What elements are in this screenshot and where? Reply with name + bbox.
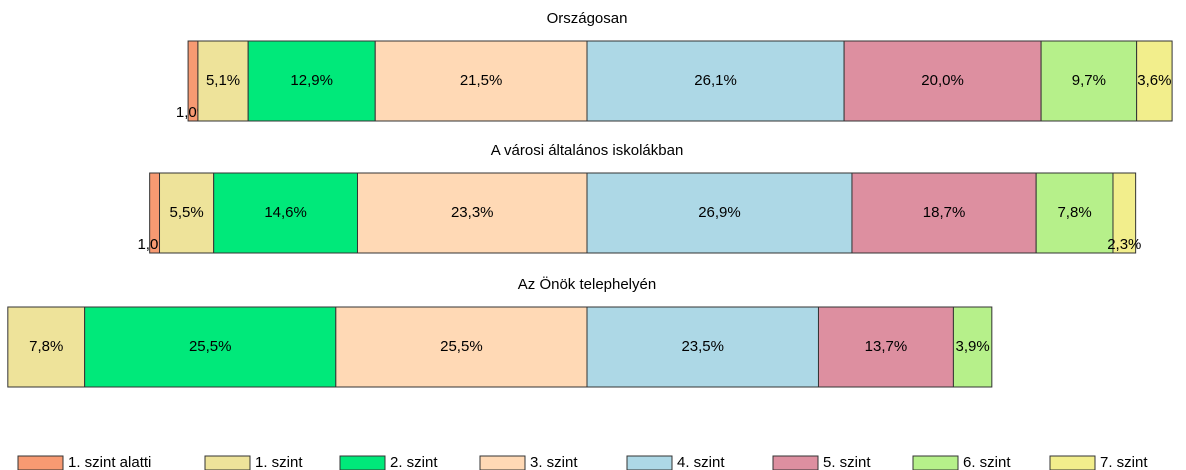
legend-label: 1. szint — [255, 454, 303, 470]
legend-label: 3. szint — [530, 454, 578, 470]
legend-swatch — [479, 455, 526, 470]
legend-label: 5. szint — [823, 454, 871, 470]
value-label: 26,9% — [698, 204, 741, 221]
value-label: 21,5% — [460, 72, 503, 89]
legend-swatch — [626, 455, 673, 470]
bar-segment — [1035, 172, 1114, 254]
bar-segment — [586, 306, 819, 388]
value-label: 2,3% — [1107, 236, 1141, 253]
bar-segment — [335, 306, 588, 388]
value-label: 14,6% — [264, 204, 307, 221]
bar-segment — [586, 172, 853, 254]
bar-segment — [7, 306, 86, 388]
bar-segment — [356, 172, 588, 254]
legend-swatch — [772, 455, 819, 470]
value-label: 3,9% — [956, 338, 990, 355]
bar-segment — [851, 172, 1037, 254]
bar-segment — [84, 306, 337, 388]
bar-segment — [843, 40, 1042, 122]
bar-title: Az Önök telephelyén — [518, 275, 656, 293]
value-label: 7,8% — [1057, 204, 1091, 221]
bar-segment — [197, 40, 249, 122]
value-label: 25,5% — [189, 338, 232, 355]
legend-swatch — [17, 455, 64, 470]
value-label: 26,1% — [694, 72, 737, 89]
value-label: 7,8% — [29, 338, 63, 355]
value-label: 25,5% — [440, 338, 483, 355]
value-label: 18,7% — [923, 204, 966, 221]
bar-segment — [952, 306, 993, 388]
value-label: 5,1% — [206, 72, 240, 89]
legend-label: 6. szint — [963, 454, 1011, 470]
legend-label: 2. szint — [390, 454, 438, 470]
legend-swatch — [1049, 455, 1096, 470]
value-label: 20,0% — [921, 72, 964, 89]
bar-segment — [374, 40, 588, 122]
legend-swatch — [204, 455, 251, 470]
bar-title: A városi általános iskolákban — [491, 142, 684, 159]
bar-segment — [586, 40, 845, 122]
bar-segment — [817, 306, 954, 388]
value-label: 12,9% — [290, 72, 333, 89]
legend-label: 1. szint alatti — [68, 454, 151, 470]
value-label: 9,7% — [1072, 72, 1106, 89]
legend-label: 4. szint — [677, 454, 725, 470]
value-label: 5,5% — [169, 204, 203, 221]
bar-segment — [1136, 40, 1173, 122]
value-label: 13,7% — [865, 338, 908, 355]
bar-segment — [159, 172, 215, 254]
value-label: 23,3% — [451, 204, 494, 221]
bar-segment — [1112, 172, 1137, 254]
legend-label: 7. szint — [1100, 454, 1148, 470]
value-label: 23,5% — [681, 338, 724, 355]
bar-title: Országosan — [547, 10, 628, 27]
legend-swatch — [339, 455, 386, 470]
bar-segment — [1040, 40, 1138, 122]
legend-swatch — [912, 455, 959, 470]
value-label: 3,6% — [1137, 72, 1171, 89]
